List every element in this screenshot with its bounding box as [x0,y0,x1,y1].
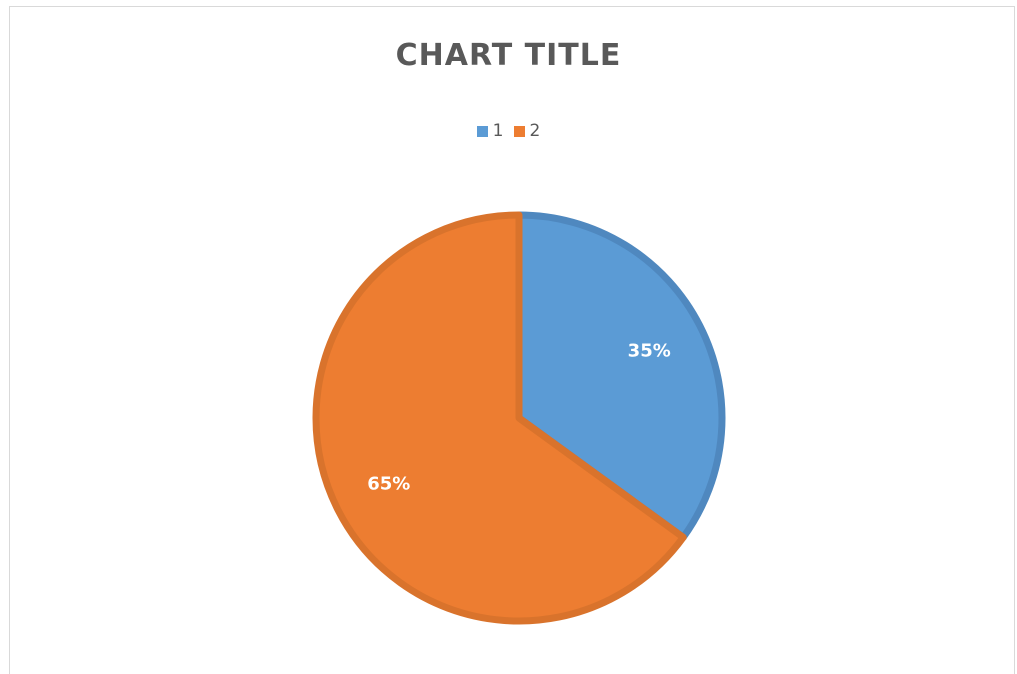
legend-label-1: 1 [492,121,504,141]
pie-slice-1 [515,211,726,541]
legend: 1 2 [0,121,1017,141]
data-label-2: 65% [367,473,410,494]
legend-swatch-2 [513,125,525,137]
pie-slice-2 [312,211,687,625]
legend-entry-1: 1 [476,121,504,141]
chart-title: CHART TITLE [395,38,622,73]
legend-label-2: 2 [529,121,541,141]
legend-swatch-1 [476,125,488,137]
legend-entry-2: 2 [513,121,541,141]
data-label-1: 35% [628,341,671,362]
